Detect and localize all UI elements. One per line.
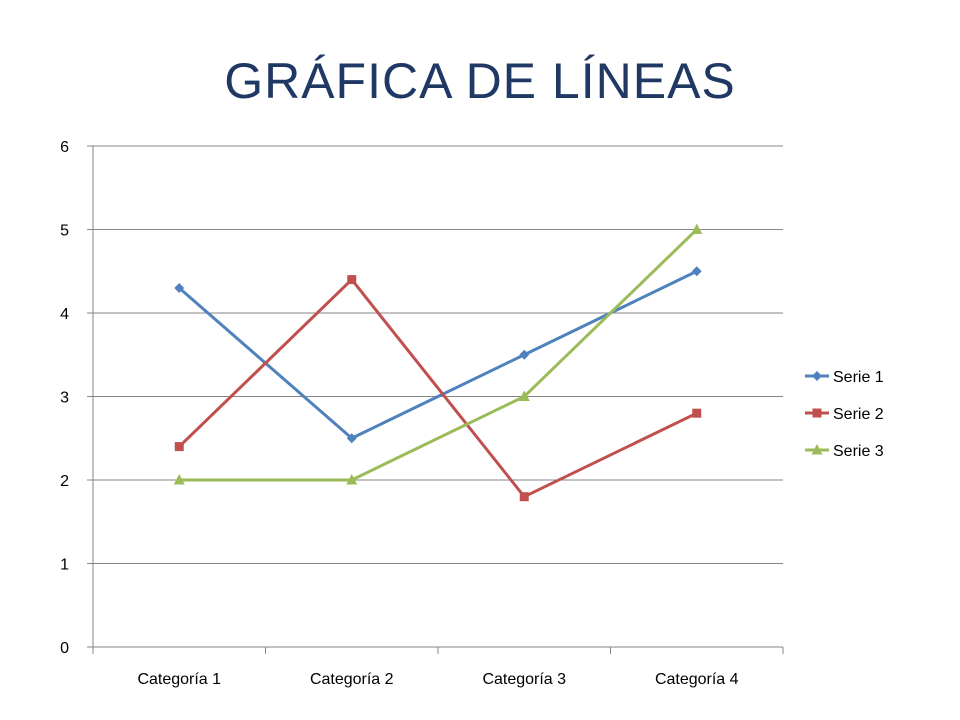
x-tick-label: Categoría 4 (655, 671, 739, 688)
series-1 (174, 266, 702, 444)
data-point (174, 282, 185, 293)
data-point (173, 474, 185, 485)
data-point (691, 223, 703, 234)
legend-marker (812, 408, 822, 418)
data-point (346, 474, 358, 485)
legend-marker (811, 444, 823, 455)
series-line (179, 228, 698, 482)
legend: Serie 1 Serie 2 Serie 3 (805, 369, 884, 460)
data-point (518, 390, 530, 401)
data-point (692, 408, 702, 418)
y-tick-label: 2 (60, 473, 69, 490)
series-line (178, 278, 698, 499)
data-point (347, 275, 357, 285)
legend-item-3: Serie 3 (805, 443, 884, 460)
y-tick-labels: 0 1 2 3 4 5 6 (60, 139, 69, 657)
data-point (691, 266, 702, 277)
y-tick-label: 4 (60, 306, 69, 323)
legend-label: Serie 2 (833, 406, 884, 423)
legend-label: Serie 3 (833, 443, 884, 460)
x-tick-label: Categoría 2 (310, 671, 394, 688)
y-tick-label: 5 (60, 223, 69, 240)
data-point (519, 492, 529, 502)
legend-label: Serie 1 (833, 369, 884, 386)
y-tick-label: 1 (60, 557, 69, 574)
data-point (519, 349, 530, 360)
x-tick-label: Categoría 1 (137, 671, 221, 688)
series-3 (173, 223, 703, 485)
x-tick-label: Categoría 3 (482, 671, 566, 688)
x-tick-labels: Categoría 1 Categoría 2 Categoría 3 Categor… (137, 671, 738, 688)
y-tick-label: 3 (60, 390, 69, 407)
axes (92, 146, 784, 654)
legend-item-2: Serie 2 (805, 406, 884, 423)
legend-item-1: Serie 1 (805, 369, 884, 386)
data-point (174, 442, 184, 452)
series-line (178, 269, 698, 440)
y-tick-label: 6 (60, 139, 69, 156)
data-point (346, 433, 357, 444)
chart-title: GRÁFICA DE LÍNEAS (224, 53, 736, 109)
y-tick-label: 0 (60, 640, 69, 657)
series-layer (173, 223, 703, 502)
legend-marker (812, 371, 822, 381)
series-2 (174, 275, 702, 502)
